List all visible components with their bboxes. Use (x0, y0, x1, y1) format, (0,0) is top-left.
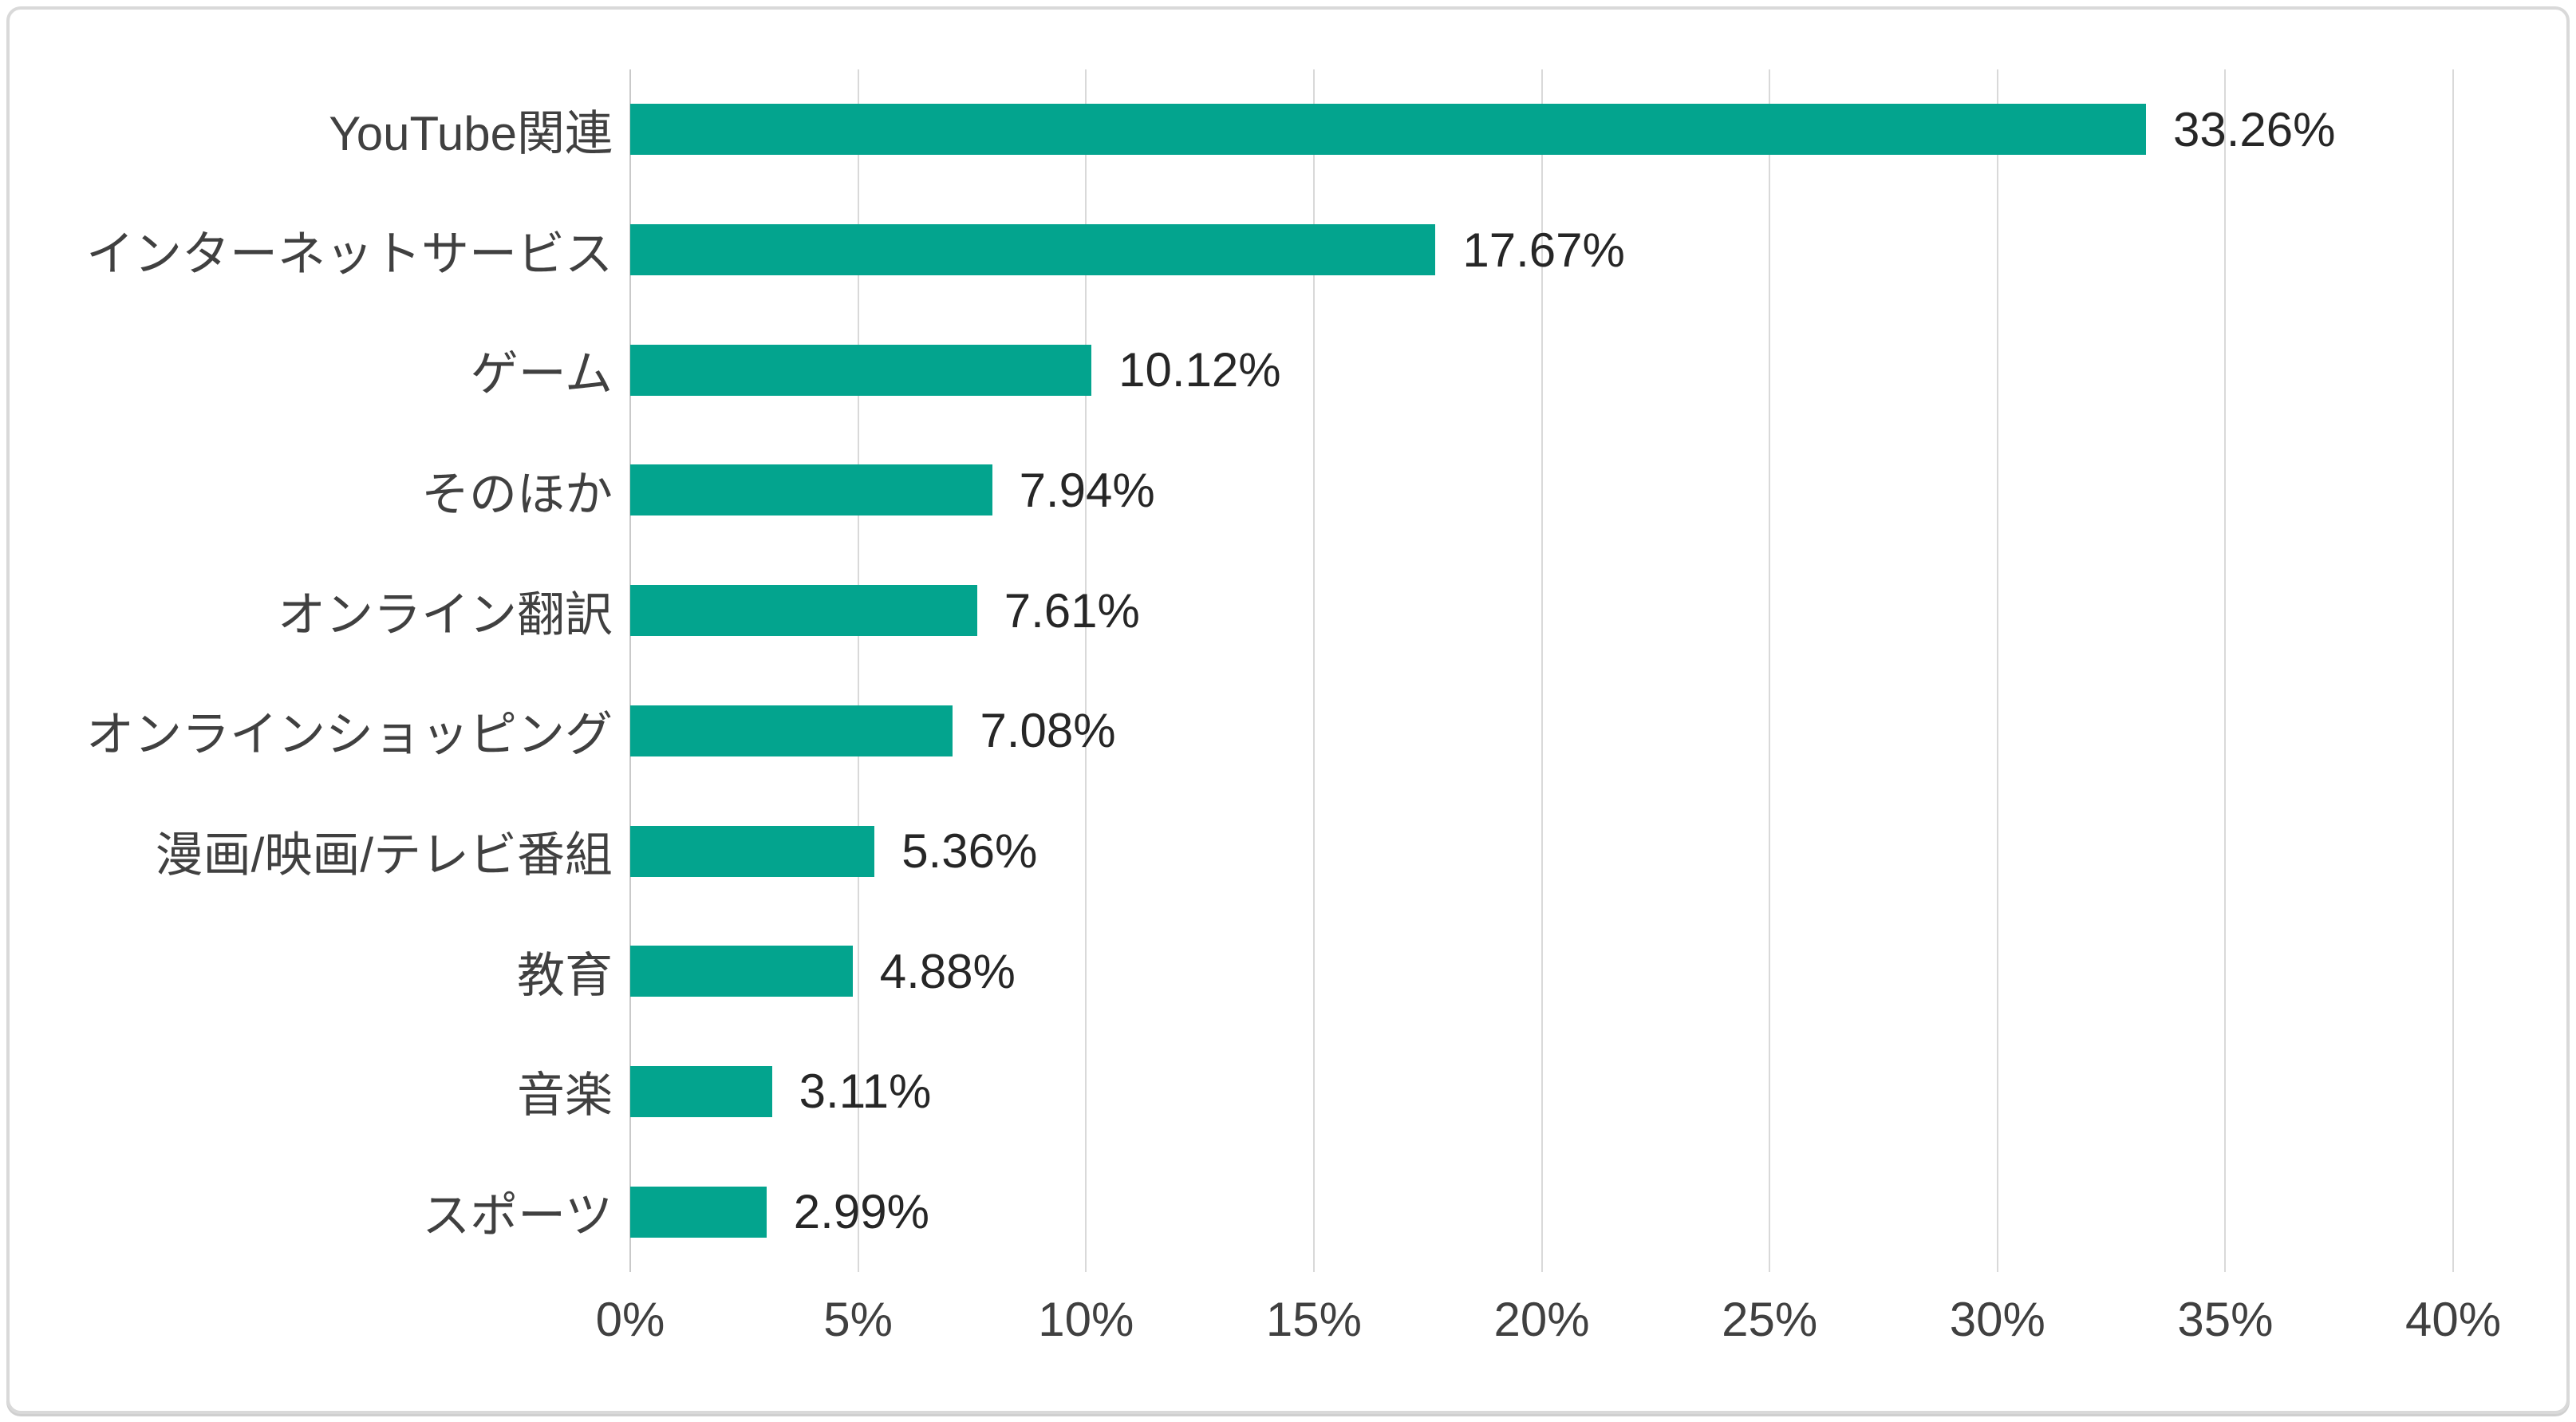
bar[interactable] (630, 464, 992, 516)
category-label: 教育 (517, 948, 613, 1002)
value-label: 3.11% (799, 1065, 932, 1119)
bar-row: そのほか 7.94% (34, 430, 2453, 551)
value-label: 7.08% (980, 704, 1116, 758)
bar[interactable] (630, 705, 953, 756)
bar[interactable] (630, 946, 853, 997)
category-label: スポーツ (422, 1189, 613, 1243)
x-axis: 0% 5% 10% 15% 20% 25% 30% 35% 40% (596, 1286, 2501, 1353)
bar-track: 7.08% (630, 671, 2453, 792)
value-label: 5.36% (901, 824, 1038, 879)
x-axis-tick-label: 20% (1493, 1293, 1590, 1346)
x-axis-tick-label: 40% (2404, 1293, 2502, 1346)
category-label: 音楽 (517, 1068, 613, 1123)
gridline-container (629, 69, 2454, 1272)
value-label: 4.88% (879, 944, 1016, 998)
bar[interactable] (630, 344, 1092, 396)
value-label: 10.12% (1118, 343, 1281, 397)
x-axis-tick-label: 30% (1949, 1293, 2045, 1346)
x-axis-tick-label: 25% (1722, 1293, 1818, 1346)
bar-track: 7.61% (630, 551, 2453, 671)
bar-row: オンライン翻訳 7.61% (34, 551, 2453, 671)
bar-track: 17.67% (630, 190, 2453, 310)
category-label: オンライン翻訳 (278, 587, 613, 642)
value-label: 7.61% (1004, 583, 1140, 638)
bar[interactable] (630, 104, 2146, 156)
bar[interactable] (630, 825, 875, 877)
bar-row: ゲーム 10.12% (34, 310, 2453, 430)
bar-track: 2.99% (630, 1151, 2453, 1272)
category-label: ゲーム (470, 347, 613, 401)
x-axis-tick-label: 15% (1265, 1293, 1362, 1346)
bar-row: 漫画/映画/テレビ番組 5.36% (34, 791, 2453, 911)
category-label: YouTube関連 (329, 106, 613, 160)
category-label: インターネットサービス (86, 227, 613, 281)
bar-track: 10.12% (630, 310, 2453, 430)
bar-row: 音楽 3.11% (34, 1032, 2453, 1152)
bar-track: 7.94% (630, 430, 2453, 551)
value-label: 17.67% (1462, 223, 1625, 277)
gridline (1085, 69, 1087, 1272)
bar-row: YouTube関連 33.26% (34, 69, 2453, 190)
gridline (857, 69, 859, 1272)
bar-row: スポーツ 2.99% (34, 1151, 2453, 1272)
y-axis-line (629, 69, 631, 1272)
bar-track: 3.11% (630, 1032, 2453, 1152)
bar-row: オンラインショッピング 7.08% (34, 671, 2453, 792)
bar[interactable] (630, 1186, 767, 1238)
gridline (1769, 69, 1771, 1272)
x-axis-tick-label: 35% (2177, 1293, 2274, 1346)
bar[interactable] (630, 1065, 772, 1117)
bar-row: 教育 4.88% (34, 911, 2453, 1032)
value-label: 7.94% (1019, 463, 1155, 517)
bar[interactable] (630, 585, 977, 637)
chart-frame: YouTube関連 33.26% インターネットサービス 17.67% ゲーム (6, 6, 2570, 1414)
gridline (1312, 69, 1315, 1272)
x-axis-tick-label: 0% (595, 1293, 665, 1346)
value-label: 33.26% (2172, 102, 2336, 156)
value-label: 2.99% (793, 1185, 929, 1239)
category-label: そのほか (421, 467, 613, 521)
bar-track: 4.88% (630, 911, 2453, 1032)
gridline (2224, 69, 2227, 1272)
bar-track: 33.26% (630, 69, 2453, 190)
category-label: オンラインショッピング (86, 708, 613, 762)
bar-row: インターネットサービス 17.67% (34, 190, 2453, 310)
category-label: 漫画/映画/テレビ番組 (155, 828, 613, 883)
bar[interactable] (630, 224, 1436, 276)
x-axis-tick-label: 10% (1038, 1293, 1134, 1346)
bar-track: 5.36% (630, 791, 2453, 911)
gridline (1540, 69, 1543, 1272)
bar-rows: YouTube関連 33.26% インターネットサービス 17.67% ゲーム (34, 69, 2453, 1272)
gridline (1996, 69, 1998, 1272)
x-axis-tick-label: 5% (823, 1293, 893, 1346)
plot-area: YouTube関連 33.26% インターネットサービス 17.67% ゲーム (34, 69, 2501, 1346)
gridline (2452, 69, 2454, 1272)
